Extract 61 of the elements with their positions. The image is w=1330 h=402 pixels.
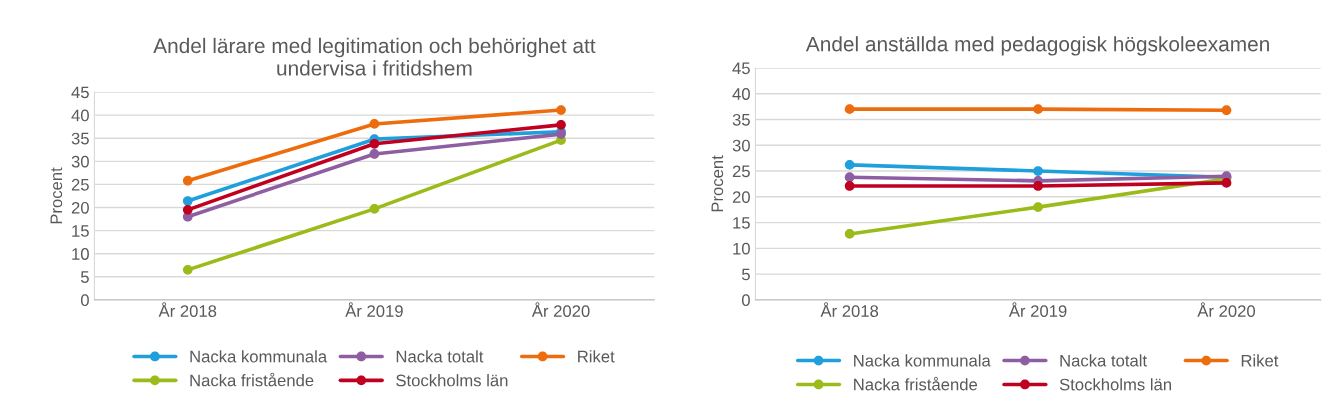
y-tick-label: 0 [741, 294, 750, 307]
point [844, 159, 855, 170]
point [182, 204, 193, 215]
chart-title: Andel anställda med pedagogisk högskoleexamen [805, 36, 1269, 56]
y-tick-label: 15 [733, 217, 750, 229]
y-tick-label: 30 [732, 139, 750, 152]
y-tick-label: 45 [732, 62, 750, 75]
y-tick-label: 10 [72, 248, 89, 260]
point [844, 104, 855, 115]
point [556, 119, 566, 130]
y-tick-label: 35 [71, 132, 89, 145]
y-tick-label: 5 [80, 271, 89, 283]
y-tick-label: 40 [732, 88, 750, 100]
point [182, 196, 193, 206]
legend-label: Nacka fristående [190, 372, 314, 387]
chart-title: Andel lärare med legitimation och behörighet att undervisa i fritidshem [153, 37, 596, 76]
y-axis-title: Procent [50, 167, 63, 224]
point [1033, 181, 1043, 191]
point [844, 229, 855, 239]
point [1033, 202, 1043, 212]
point [844, 181, 855, 191]
point [182, 175, 193, 186]
y-tick-label: 25 [732, 165, 750, 178]
legend-label: Nacka totalt [1060, 354, 1147, 367]
legend-label: Nacka fristående [854, 376, 978, 391]
point [369, 149, 380, 159]
legend-label: Nacka kommunala [854, 354, 991, 367]
point [1221, 105, 1232, 116]
point [369, 138, 380, 149]
legend-label: Stockholms län [1059, 378, 1172, 391]
x-tick-label: År 2020 [1197, 302, 1256, 317]
x-tick-label: År 2020 [531, 302, 590, 317]
y-tick-label: 40 [71, 109, 89, 122]
x-tick-label: År 2019 [1008, 302, 1067, 317]
point [556, 105, 566, 115]
point [1033, 104, 1043, 115]
y-tick-label: 30 [71, 155, 89, 168]
point [182, 265, 193, 275]
y-tick-label: 45 [71, 86, 89, 99]
point [844, 172, 855, 183]
y-tick-label: 20 [71, 201, 89, 214]
y-tick-label: 5 [741, 268, 750, 281]
legend-label: Nacka kommunala [190, 350, 328, 363]
point [1033, 166, 1043, 176]
y-tick-label: 15 [72, 225, 89, 237]
legend-label: Riket [578, 350, 615, 363]
x-tick-label: År 2019 [345, 302, 403, 317]
legend-label: Riket [1241, 354, 1279, 367]
y-tick-label: 0 [80, 294, 89, 307]
point [369, 204, 380, 214]
y-tick-label: 25 [71, 178, 89, 191]
point [369, 119, 380, 129]
y-tick-label: 20 [732, 191, 750, 203]
legend-label: Nacka totalt [396, 350, 484, 363]
y-tick-label: 35 [732, 113, 750, 126]
x-tick-label: År 2018 [820, 302, 879, 317]
y-axis-title: Procent [711, 155, 724, 212]
point [1221, 178, 1232, 188]
y-tick-label: 10 [733, 242, 750, 255]
x-tick-label: År 2018 [158, 302, 217, 317]
legend-label: Stockholms län [396, 374, 508, 387]
